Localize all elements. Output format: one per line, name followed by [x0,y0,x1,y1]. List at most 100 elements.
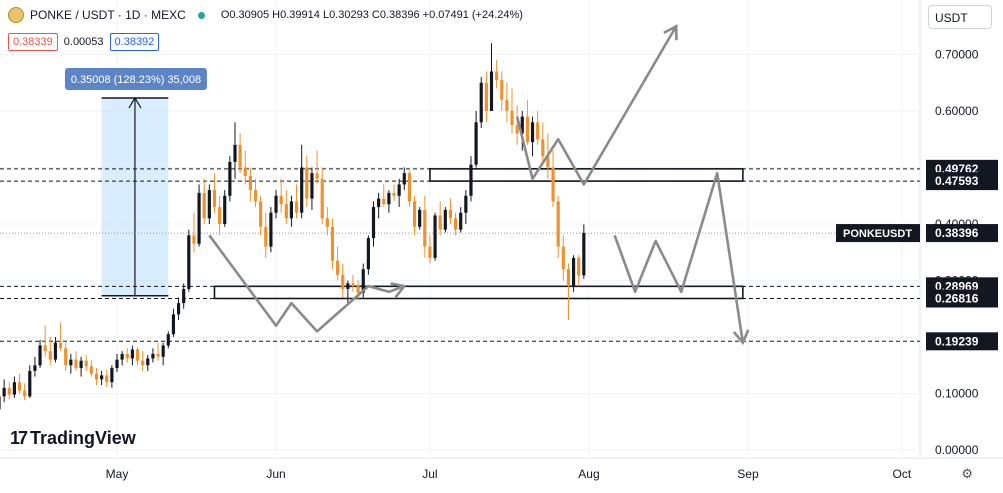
candle-body [259,201,263,227]
candle-body [289,201,294,219]
brand-name: TradingView [30,428,136,448]
projection-path [515,25,678,186]
candle-body [7,387,11,395]
candle-body [433,215,437,258]
y-tick-label: 0.00000 [935,443,979,457]
candle-body [33,365,37,371]
candle-body [23,390,27,397]
candle-body [264,226,268,247]
candle-body [402,173,406,185]
candle-body [53,342,58,360]
candle-body [110,368,114,383]
buy-price-button[interactable]: 0.38392 [109,33,160,51]
candle-body [89,366,93,374]
candle-body [464,195,468,213]
sr-zone-box [213,285,744,300]
candle-body [279,195,283,205]
x-tick-label: Jul [422,467,437,481]
x-tick-label: Aug [578,467,599,481]
symbol-header: PONKE / USDT · 1D · MEXC O0.30905 H0.399… [8,7,523,23]
candle-body [135,349,140,361]
candle-body [253,190,258,202]
candle-body [315,173,319,179]
candle-body [146,358,150,366]
candle-body [187,235,191,289]
projection-path [613,171,745,343]
settings-gear-icon[interactable]: ⚙ [961,466,973,481]
candle-body [448,209,453,219]
candle-body [94,373,99,380]
candle-body [38,345,42,366]
candle-body [176,303,181,315]
candle-body [397,184,401,196]
candle-body [474,122,478,165]
candle-body [495,71,499,80]
candle-body [141,360,145,366]
candle-body [43,345,47,352]
candle-body [582,233,586,276]
candle-body [212,190,217,208]
x-tick-label: Sep [737,467,759,481]
tradingview-mark-icon: 17 [10,428,28,448]
candle-body [453,218,458,230]
market-status-icon [197,11,205,19]
candle-body [320,178,324,219]
candle-body [243,167,247,176]
candle-body [79,360,83,369]
projection-arrowhead [663,24,678,41]
candle-body [218,207,222,224]
candle-body [484,82,488,111]
candle-body [12,382,16,395]
sell-price-button[interactable]: 0.38339 [8,33,58,51]
symbol-tag-label: PONKEUSDT [843,228,912,240]
candle-body [443,209,447,230]
candle-body [556,201,560,247]
candle-body [171,314,176,335]
candle-body [510,111,514,126]
candle-body [202,192,206,219]
candle-body [325,218,329,227]
candle-body [407,173,412,202]
candle-body [330,226,335,261]
candle-body [58,342,63,349]
x-tick-label: Oct [893,467,912,481]
candle-body [423,209,427,247]
candle-body [377,198,381,208]
candle-body [571,257,576,287]
candle-body [223,195,227,224]
measure-arrow-head [128,96,142,109]
candle-body [520,116,524,134]
candle-body [438,215,442,230]
candle-body [515,125,519,134]
candle-body [156,353,160,357]
candle-body [335,260,340,275]
candle-body [274,195,278,213]
candle-body [233,144,237,162]
candle-body [489,71,494,111]
x-tick-label: May [106,467,129,481]
order-prices: 0.38339 0.00053 0.38392 [8,33,160,51]
candle-body [392,192,396,196]
currency-button[interactable]: USDT [928,5,992,29]
candle-body [566,269,571,287]
candle-body [0,396,1,410]
candle-body [346,283,350,289]
candle-body [192,235,196,244]
candle-body [536,122,540,140]
symbol-title[interactable]: PONKE / USDT · 1D · MEXC [30,8,186,22]
candle-body [479,82,483,123]
candle-body [125,353,129,359]
candle-body [48,351,52,360]
tradingview-logo: 17 TradingView [10,428,136,449]
candle-body [161,345,165,357]
candle-body [418,209,422,227]
candle-body [459,212,463,230]
candle-body [387,192,391,205]
candle-body [64,348,68,366]
candle-body [305,167,309,199]
candle-body [505,99,509,111]
candle-body [341,274,345,289]
candle-body [74,359,78,369]
candle-body [130,349,134,359]
